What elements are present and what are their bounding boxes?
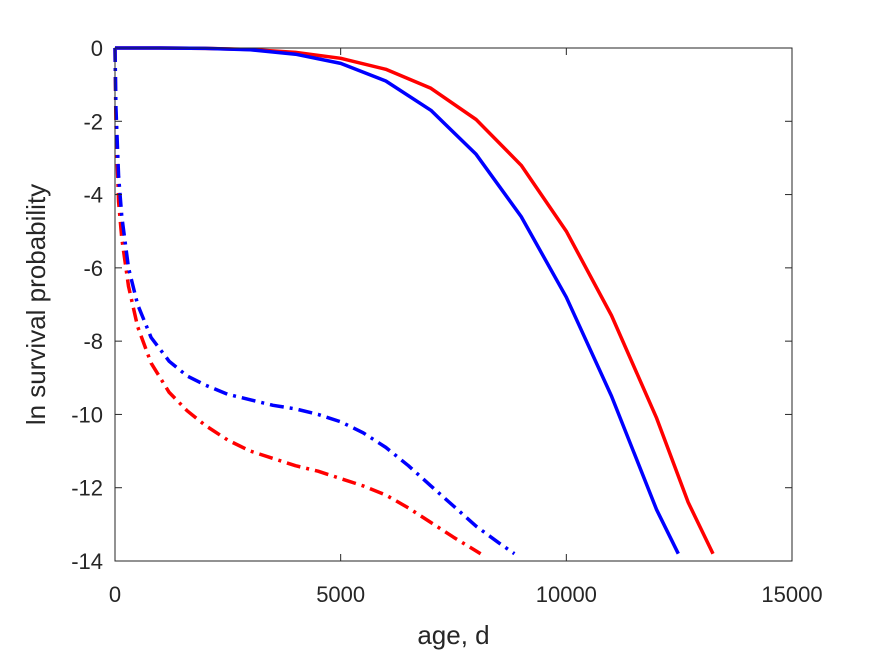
series-line-4 [113,47,516,556]
series-layer [113,46,715,556]
x-axis-label: age, d [417,620,489,650]
axes-frame [114,47,793,562]
y-tick-label: -10 [71,402,103,427]
y-axis-label: ln survival probability [21,184,51,425]
series-line-2 [115,46,680,555]
y-tick-label: -4 [83,183,103,208]
y-tick-label: -2 [83,109,103,134]
y-tick-label: -12 [71,476,103,501]
y-tick-label: -6 [83,256,103,281]
y-tick-label: -14 [71,549,103,574]
x-tick-label: 0 [109,582,121,607]
x-tick-label: 15000 [761,582,822,607]
y-tick-label: -8 [83,329,103,354]
tick-layer: 0 5000 10000 15000 0 -2 -4 -6 -8 -10 -12 -14 [71,36,822,607]
y-tick-label: 0 [91,36,103,61]
x-tick-label: 10000 [536,582,597,607]
x-tick-label: 5000 [316,582,365,607]
series-line-3 [113,47,482,556]
